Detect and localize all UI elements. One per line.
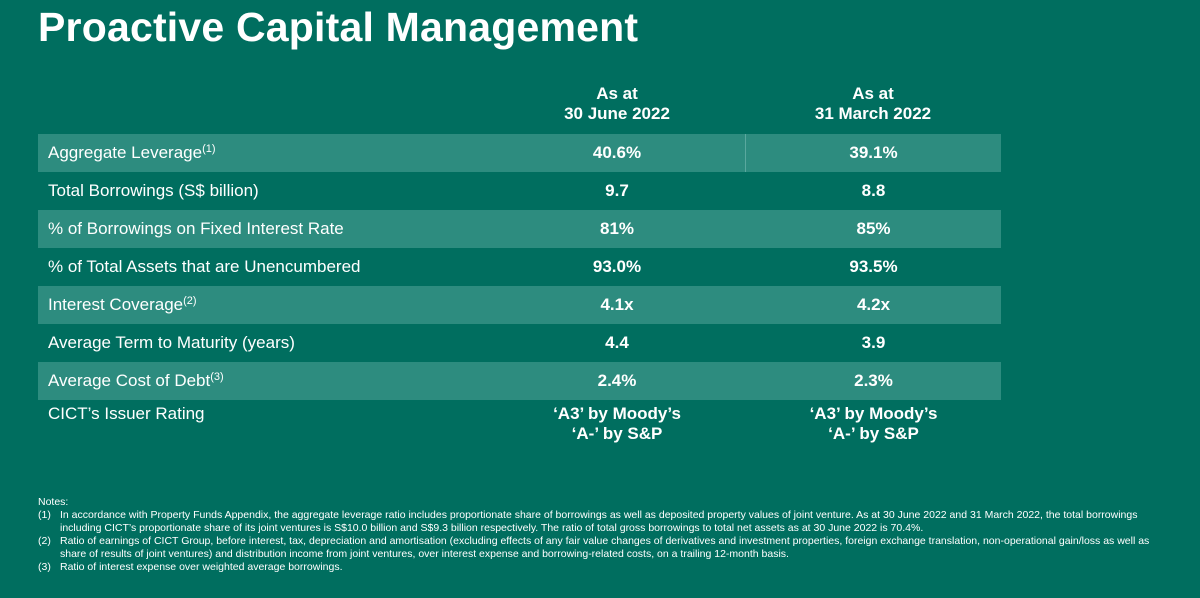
row-label-text: % of Total Assets that are Unencumbered bbox=[48, 257, 361, 276]
footnote-text: In accordance with Property Funds Append… bbox=[60, 509, 1138, 534]
table-row-issuer-rating: CICT’s Issuer Rating ‘A3’ by Moody’s ‘A-… bbox=[38, 400, 1001, 444]
table-row: Total Borrowings (S$ billion) 9.7 8.8 bbox=[38, 172, 1001, 210]
value-31-march-2022: 2.3% bbox=[854, 371, 893, 390]
table-row: % of Total Assets that are Unencumbered … bbox=[38, 248, 1001, 286]
row-label: % of Total Assets that are Unencumbered bbox=[38, 257, 489, 277]
footnote-item: (2) Ratio of earnings of CICT Group, bef… bbox=[38, 535, 1178, 561]
footnote-text: Ratio of earnings of CICT Group, before … bbox=[60, 535, 1150, 560]
column-header-line1: As at bbox=[596, 84, 638, 103]
column-header-31-march-2022: As at 31 March 2022 bbox=[745, 84, 1001, 124]
row-label: Average Cost of Debt(3) bbox=[38, 371, 489, 391]
rating-31-march-2022: ‘A3’ by Moody’s ‘A-’ by S&P bbox=[745, 404, 1001, 444]
value-30-june-2022: 81% bbox=[599, 219, 635, 238]
footnote-number: (3) bbox=[38, 561, 51, 573]
column-header-30-june-2022: As at 30 June 2022 bbox=[489, 84, 745, 124]
column-header-line2: 30 June 2022 bbox=[564, 104, 670, 123]
column-header-line2: 31 March 2022 bbox=[814, 104, 932, 123]
value-30-june-2022: 40.6% bbox=[592, 143, 642, 162]
footnotes: Notes: (1) In accordance with Property F… bbox=[38, 496, 1178, 574]
table-row: Average Cost of Debt(3) 2.4% 2.3% bbox=[38, 362, 1001, 400]
rating-line: ‘A3’ by Moody’s bbox=[553, 404, 681, 423]
value-31-march-2022: 8.8 bbox=[861, 181, 886, 200]
row-label-text: Total Borrowings (S$ billion) bbox=[48, 181, 259, 200]
footnote-marker: (3) bbox=[210, 371, 224, 383]
footnote-number: (1) bbox=[38, 509, 51, 521]
value-30-june-2022: 4.1x bbox=[600, 295, 634, 314]
rating-line: ‘A3’ by Moody’s bbox=[809, 404, 938, 423]
capital-metrics-table: Aggregate Leverage(1) 40.6% 39.1% Total … bbox=[38, 134, 1001, 444]
table-row: Interest Coverage(2) 4.1x 4.2x bbox=[38, 286, 1001, 324]
page-title: Proactive Capital Management bbox=[38, 4, 639, 50]
row-label: Interest Coverage(2) bbox=[38, 295, 489, 315]
footnote-number: (2) bbox=[38, 535, 51, 547]
row-label-text: Interest Coverage bbox=[48, 295, 184, 314]
footnote-marker: (1) bbox=[202, 143, 216, 155]
table-row: % of Borrowings on Fixed Interest Rate 8… bbox=[38, 210, 1001, 248]
rating-30-june-2022: ‘A3’ by Moody’s ‘A-’ by S&P bbox=[489, 404, 745, 444]
value-31-march-2022: 3.9 bbox=[861, 333, 886, 352]
row-label-text: Aggregate Leverage bbox=[48, 143, 203, 162]
footnote-item: (1) In accordance with Property Funds Ap… bbox=[38, 509, 1178, 535]
notes-heading: Notes: bbox=[38, 496, 69, 508]
row-label: Total Borrowings (S$ billion) bbox=[38, 181, 489, 201]
footnote-marker: (2) bbox=[183, 295, 197, 307]
value-30-june-2022: 2.4% bbox=[597, 371, 637, 390]
value-30-june-2022: 93.0% bbox=[592, 257, 642, 276]
table-row: Average Term to Maturity (years) 4.4 3.9 bbox=[38, 324, 1001, 362]
value-31-march-2022: 93.5% bbox=[849, 257, 898, 276]
value-31-march-2022: 4.2x bbox=[856, 295, 891, 314]
column-header-line1: As at bbox=[852, 84, 894, 103]
table-row: Aggregate Leverage(1) 40.6% 39.1% bbox=[38, 134, 1001, 172]
row-label-text: Average Term to Maturity (years) bbox=[48, 333, 295, 352]
row-label: Aggregate Leverage(1) bbox=[38, 143, 489, 163]
value-30-june-2022: 9.7 bbox=[605, 181, 629, 200]
row-label-text: Average Cost of Debt bbox=[48, 371, 211, 390]
value-31-march-2022: 39.1% bbox=[745, 134, 1001, 172]
rating-line: ‘A-’ by S&P bbox=[571, 424, 663, 443]
row-label: % of Borrowings on Fixed Interest Rate bbox=[38, 219, 489, 239]
value-30-june-2022: 4.4 bbox=[605, 333, 629, 352]
value-31-march-2022: 85% bbox=[856, 219, 891, 238]
row-label-text: % of Borrowings on Fixed Interest Rate bbox=[48, 219, 344, 238]
footnote-item: (3) Ratio of interest expense over weigh… bbox=[38, 561, 1178, 574]
rating-line: ‘A-’ by S&P bbox=[828, 424, 919, 443]
row-label: CICT’s Issuer Rating bbox=[48, 404, 205, 423]
footnote-text: Ratio of interest expense over weighted … bbox=[60, 561, 343, 573]
row-label: Average Term to Maturity (years) bbox=[38, 333, 489, 353]
